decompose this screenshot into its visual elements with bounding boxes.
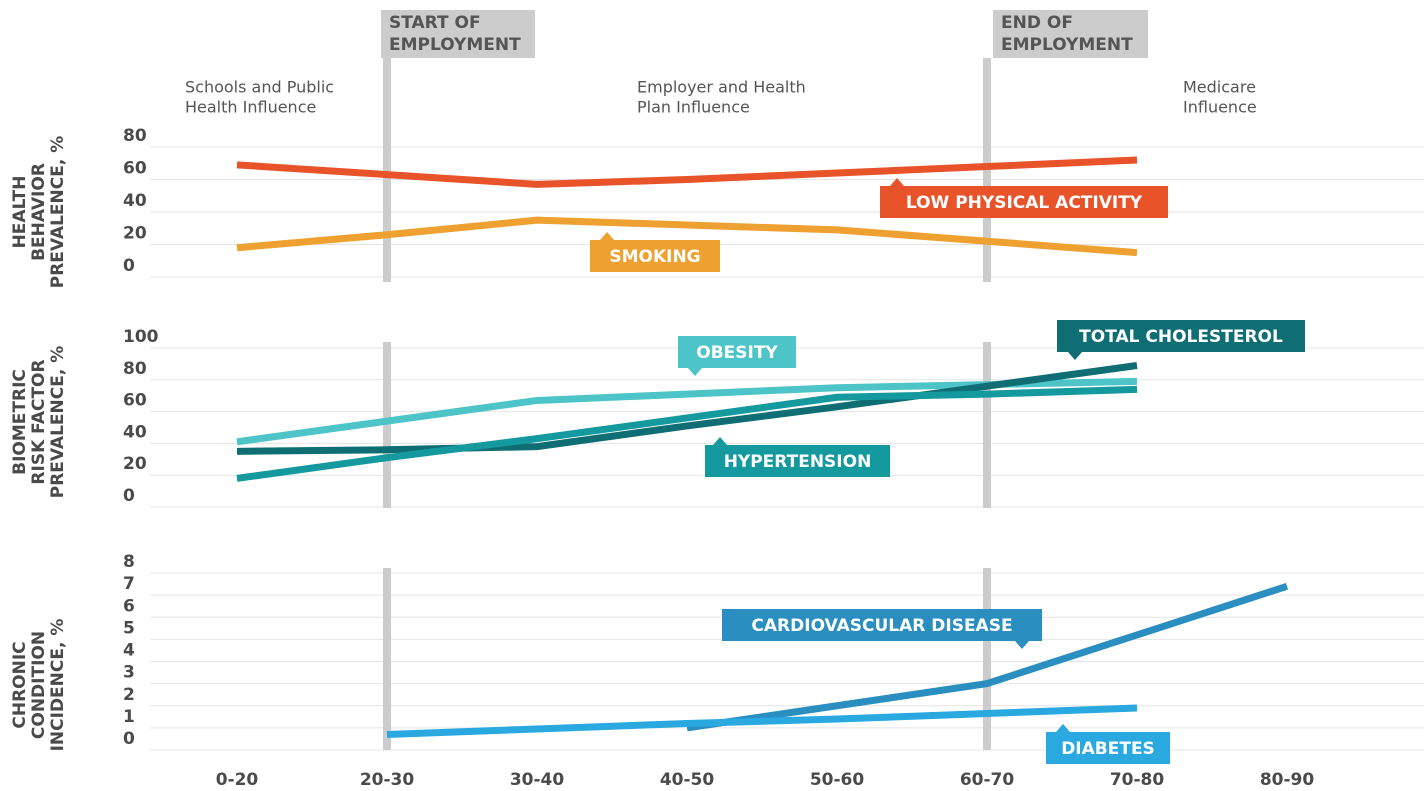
legend-label: CARDIOVASCULAR DISEASE [751,616,1012,636]
y-axis-title: BIOMETRIC [10,369,30,475]
influence-label: Plan Influence [637,98,750,117]
influence-label: Influence [1183,98,1257,117]
phase-divider [383,568,391,750]
series-line [236,216,1138,257]
legend-pointer [688,368,702,376]
series-line [236,156,1138,188]
y-axis-title: CONDITION [29,631,49,739]
legend-pointer [1015,641,1029,649]
y-tick-label: 20 [123,454,147,474]
legend-box [590,240,720,272]
phase-divider [983,342,991,508]
y-axis-title: PREVALENCE, % [48,346,68,499]
y-tick-label: 0 [123,486,135,506]
x-tick-label: 50-60 [810,770,865,790]
phase-label: END OF [1001,13,1073,33]
phase-label: EMPLOYMENT [1001,35,1133,55]
x-tick-label: 30-40 [510,770,565,790]
legend-box [1046,732,1170,764]
legend-pointer [1068,352,1082,360]
y-tick-label: 20 [123,224,147,244]
series-line [686,582,1289,732]
legend-box [705,445,890,477]
y-tick-label: 6 [123,596,135,616]
y-tick-label: 80 [123,359,147,379]
phase-divider [983,568,991,750]
y-tick-label: 1 [123,707,135,727]
influence-label: Medicare [1183,78,1256,97]
y-axis-title: BEHAVIOR [29,163,49,261]
y-tick-label: 0 [123,729,135,749]
y-tick-label: 60 [123,391,147,411]
phase-box [381,10,535,58]
y-tick-label: 80 [123,126,147,146]
x-tick-label: 40-50 [660,770,715,790]
x-tick-label: 0-20 [216,770,259,790]
y-tick-label: 0 [123,256,135,276]
y-axis-title: RISK FACTOR [29,359,49,484]
x-tick-label: 80-90 [1260,770,1315,790]
legend-label: TOTAL CHOLESTEROL [1079,327,1283,347]
y-tick-label: 100 [123,327,159,347]
legend-pointer [890,178,904,186]
y-tick-label: 4 [123,641,135,661]
x-tick-label: 70-80 [1110,770,1165,790]
influence-label: Health Influence [185,98,316,117]
legend-box [1057,320,1305,352]
y-tick-label: 8 [123,552,135,572]
y-tick-label: 60 [123,159,147,179]
series-line [386,704,1138,739]
x-tick-label: 60-70 [960,770,1015,790]
legend-box [880,186,1168,218]
legend-box [678,336,796,368]
phase-label: EMPLOYMENT [389,35,521,55]
phase-box [993,10,1148,58]
series-line [236,362,1138,455]
legend-label: OBESITY [696,343,778,363]
legend-label: SMOKING [609,247,700,267]
y-tick-label: 7 [123,574,135,594]
y-tick-label: 40 [123,191,147,211]
y-tick-label: 3 [123,663,135,683]
phase-label: START OF [389,13,481,33]
y-tick-label: 2 [123,685,135,705]
y-axis-title: CHRONIC [10,641,30,728]
y-axis-title: HEALTH [10,176,30,249]
y-tick-label: 5 [123,618,135,638]
y-tick-label: 40 [123,422,147,442]
legend-pointer [1056,724,1070,732]
phase-divider [383,342,391,508]
y-axis-title: INCIDENCE, % [48,619,68,752]
phase-divider [383,58,391,282]
legend-label: HYPERTENSION [724,452,872,472]
legend-box [722,609,1042,641]
influence-label: Schools and Public [185,78,334,97]
influence-label: Employer and Health [637,78,806,97]
series-line [236,385,1138,482]
legend-pointer [713,437,727,445]
legend-label: DIABETES [1061,739,1155,759]
x-tick-label: 20-30 [360,770,415,790]
legend-pointer [600,232,614,240]
y-axis-title: PREVALENCE, % [48,136,68,289]
legend-label: LOW PHYSICAL ACTIVITY [906,193,1143,213]
